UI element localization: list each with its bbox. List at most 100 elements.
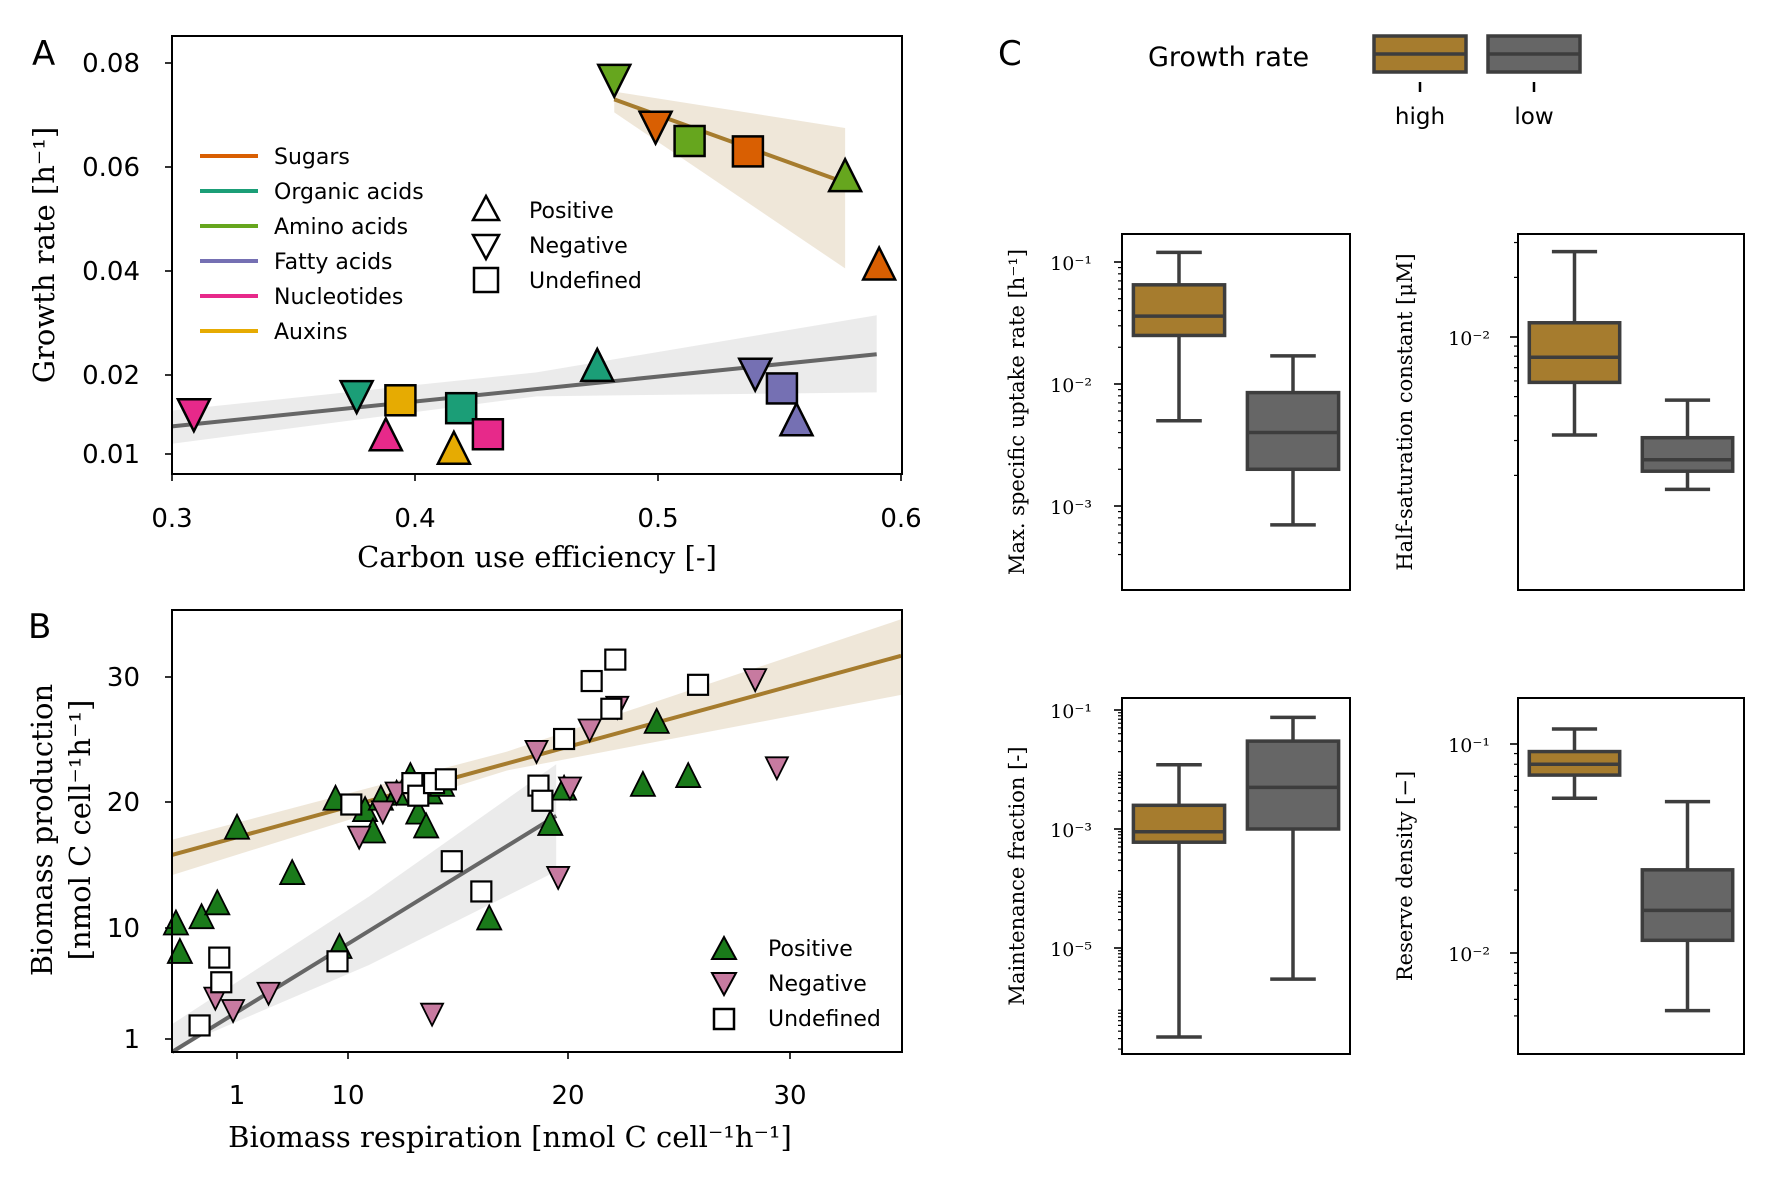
panel-a-ytick: 0.01 — [82, 440, 140, 470]
data-point — [524, 740, 549, 765]
data-point — [440, 850, 463, 873]
data-point — [210, 971, 233, 994]
legend-triangle-down-icon — [710, 972, 738, 998]
c2-ytick: 10⁻² — [1448, 328, 1490, 350]
panel-b-x-ticks: 1 10 20 30 — [229, 1052, 807, 1111]
data-point — [737, 357, 774, 394]
data-point — [444, 391, 478, 425]
data-point — [188, 1014, 211, 1037]
data-point — [278, 858, 306, 885]
panel-b-y-ticks: 1 10 20 30 — [107, 663, 172, 1055]
data-point — [419, 1002, 445, 1028]
data-point — [346, 825, 372, 851]
panel-b-ytick: 30 — [107, 663, 140, 693]
c3-ytick: 10⁻³ — [1050, 820, 1092, 842]
data-point — [596, 63, 633, 100]
data-point — [673, 124, 706, 158]
box-low — [1245, 739, 1341, 831]
data-point — [536, 808, 564, 836]
legend-triangle-up-icon — [710, 934, 738, 960]
panel-a-xtick: 0.6 — [880, 504, 921, 534]
data-point — [765, 372, 799, 405]
c3-ylabel: Maintenance fraction [-] — [1005, 746, 1029, 1005]
panel-a-ylabel: Growth rate [h⁻¹] — [27, 127, 61, 383]
data-point — [742, 668, 768, 694]
data-point — [531, 789, 554, 812]
panel-c-legend-title: Growth rate — [1148, 42, 1309, 73]
panel-a-xlabel: Carbon use efficiency [-] — [357, 540, 717, 574]
c4-y-ticks: 10⁻¹ 10⁻² — [1448, 735, 1518, 966]
panel-b-xtick: 20 — [551, 1081, 584, 1111]
c4-ylabel: Reserve density [−] — [1393, 771, 1417, 981]
panel-b-xtick: 30 — [773, 1081, 806, 1111]
panel-b-xtick: 1 — [229, 1081, 246, 1111]
c2-ylabel: Half-saturation constant [μM] — [1393, 253, 1417, 570]
panel-a-xtick: 0.5 — [637, 504, 678, 534]
panel-a-group-legend: Sugars Organic acids Amino acids Fatty a… — [200, 145, 424, 345]
panel-b-ytick: 10 — [107, 914, 140, 944]
legend-label-high: high — [1395, 104, 1445, 130]
legend-square-icon — [712, 1007, 736, 1031]
box-plot-reserve-density — [1514, 727, 1735, 1017]
legend-label: Positive — [768, 937, 853, 962]
panel-b-plot — [162, 619, 902, 1054]
c4-ytick: 10⁻¹ — [1448, 735, 1490, 757]
data-point — [600, 697, 623, 720]
data-point — [577, 718, 603, 744]
legend-triangle-down-icon — [470, 233, 502, 262]
box-low — [1640, 435, 1735, 473]
c4-ytick: 10⁻² — [1448, 944, 1490, 966]
c1-y-ticks: 10⁻¹ 10⁻² 10⁻³ — [1050, 253, 1122, 519]
data-point — [604, 648, 627, 671]
panel-a-xtick: 0.3 — [151, 504, 192, 534]
panel-a-frame — [171, 35, 903, 475]
data-point — [162, 908, 190, 936]
panel-a-plot — [171, 63, 898, 465]
legend-label: Negative — [529, 234, 628, 259]
legend-label: Negative — [768, 972, 867, 997]
data-point — [203, 888, 231, 916]
box-high — [1527, 321, 1622, 385]
data-point — [778, 400, 815, 437]
panel-a-y-ticks: 0.01 0.02 0.04 0.06 0.08 — [82, 49, 172, 470]
data-point — [412, 811, 440, 839]
legend-label-low: low — [1514, 104, 1553, 130]
c3-ytick: 10⁻¹ — [1050, 701, 1092, 723]
legend-label: Undefined — [768, 1007, 881, 1032]
data-point — [764, 756, 790, 782]
box-plot-frame — [1517, 697, 1745, 1055]
panel-b-letter: B — [28, 607, 51, 647]
data-point — [674, 761, 702, 788]
data-point — [686, 673, 710, 696]
data-point — [434, 768, 457, 791]
box-plot-frame — [1517, 233, 1745, 591]
c3-ytick: 10⁻⁵ — [1050, 939, 1092, 961]
box-high — [1131, 283, 1227, 338]
data-point — [731, 135, 765, 168]
data-point — [580, 669, 603, 693]
data-point — [545, 866, 571, 891]
data-point — [470, 880, 493, 903]
panel-a-x-ticks: 0.3 0.4 0.5 0.6 — [151, 474, 922, 534]
c3-y-ticks: 10⁻¹ 10⁻³ 10⁻⁵ — [1050, 701, 1122, 961]
data-point — [340, 793, 363, 816]
c1-ytick: 10⁻³ — [1050, 497, 1092, 519]
panel-a-xtick: 0.4 — [394, 504, 435, 534]
c1-ytick: 10⁻¹ — [1050, 253, 1092, 275]
data-point — [367, 415, 404, 452]
data-point — [552, 727, 576, 751]
data-point — [861, 244, 898, 281]
panel-a-letter: A — [32, 34, 55, 74]
data-point — [471, 418, 505, 451]
data-point — [208, 946, 231, 969]
box-plot-frame — [1121, 233, 1351, 591]
legend-label: Auxins — [274, 320, 348, 345]
data-point — [435, 429, 472, 465]
panel-b-xlabel: Biomass respiration [nmol C cell⁻¹h⁻¹] — [228, 1120, 792, 1154]
c1-ylabel: Max. specific uptake rate [h⁻¹] — [1005, 249, 1029, 575]
panel-b-ylabel-line1: Biomass production — [25, 684, 59, 976]
legend-triangle-up-icon — [470, 193, 502, 222]
legend-label: Amino acids — [274, 215, 408, 240]
panel-c-letter: C — [998, 34, 1022, 74]
legend-label: Sugars — [274, 145, 350, 170]
